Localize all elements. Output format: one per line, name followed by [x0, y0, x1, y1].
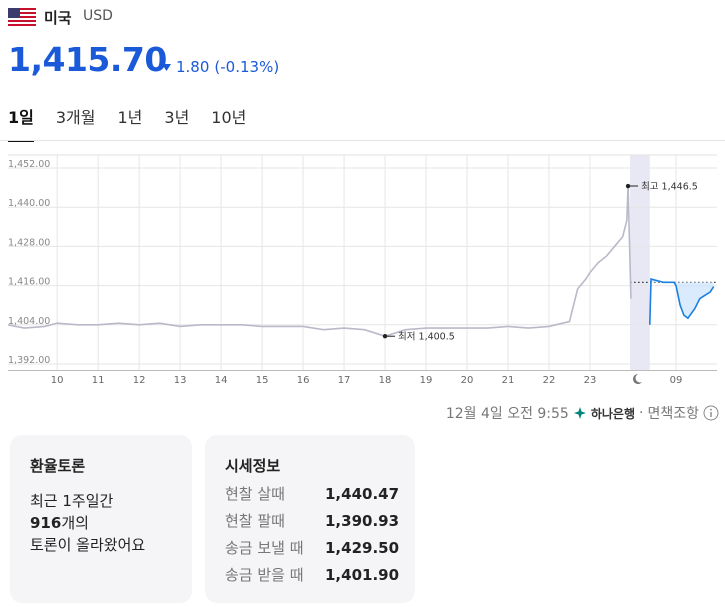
divider	[0, 140, 725, 141]
line	[648, 278, 715, 325]
x-tick-label: 15	[256, 375, 269, 386]
us-flag	[8, 8, 36, 26]
info-label: 송금 보낼 때	[225, 539, 304, 557]
annotation: 최고 1,446.5	[641, 182, 698, 193]
x-tick-label: 23	[584, 375, 597, 386]
country-name: 미국	[44, 9, 72, 27]
tab[interactable]: 10년	[211, 108, 247, 127]
change-value: 1.80	[176, 58, 210, 76]
x-tick-label: 10	[51, 375, 64, 386]
x-tick-label: 16	[297, 375, 310, 386]
price-change: 1.80 (-0.13%)	[162, 58, 279, 76]
bank-logo	[573, 407, 586, 419]
dot: ·	[639, 405, 644, 421]
x-tick-label: 19	[420, 375, 433, 386]
info-icon[interactable]	[703, 405, 719, 421]
annotation: 최저 1,400.5	[398, 332, 455, 343]
y-tick-label: 1,452.00	[8, 159, 50, 170]
info-value: 1,390.93	[325, 512, 400, 530]
discussion-count: 916	[30, 514, 62, 532]
x-tick-label: 13	[174, 375, 187, 386]
x-tick-label: 20	[461, 375, 474, 386]
currency-code: USD	[83, 8, 113, 24]
y-tick-label: 1,440.00	[8, 198, 50, 209]
y-tick-label: 1,392.00	[8, 355, 50, 366]
y-tick-label: 1,416.00	[8, 277, 50, 288]
discussion-text: 최근 1주일간	[30, 492, 114, 510]
period-tabs: 1일 3개월 1년 3년 10년	[8, 104, 246, 142]
x-tick-label: 21	[502, 375, 515, 386]
night-icon	[633, 374, 642, 384]
x-tick-label: 18	[379, 375, 392, 386]
card-title: 환율토론	[30, 457, 86, 475]
info-label: 현찰 팔때	[225, 512, 285, 530]
x-tick-label: 14	[215, 375, 228, 386]
info-row: 현찰 살때 1,440.47	[225, 484, 415, 505]
tab[interactable]: 3년	[164, 108, 190, 127]
source-info: 12월 4일 오전 9:55 하나은행 · 면책조항	[446, 403, 719, 423]
info-label: 현찰 살때	[225, 485, 285, 503]
x-tick-label: 09	[670, 375, 683, 386]
x-tick-label: 22	[543, 375, 556, 386]
price: 1,415.70	[8, 40, 167, 79]
discussion-count-line: 916개의	[30, 512, 192, 534]
x-tick-label: 17	[338, 375, 351, 386]
tab[interactable]: 1년	[117, 108, 143, 127]
market-info-card: 시세정보 현찰 살때 1,440.47 현찰 팔때 1,390.93 송금 보낼 때…	[205, 435, 415, 603]
info-value: 1,429.50	[325, 539, 400, 557]
info-row: 현찰 팔때 1,390.93	[225, 511, 415, 532]
discussion-suffix: 개의	[61, 514, 89, 532]
discussion-text: 토론이 올라왔어요	[30, 536, 146, 554]
disclaimer-link[interactable]: 면책조항	[647, 406, 699, 422]
bank-name: 하나은행	[590, 406, 636, 421]
y-tick-label: 1,404.00	[8, 316, 50, 327]
card-title: 시세정보	[225, 457, 281, 475]
change-percent: (-0.13%)	[214, 58, 280, 76]
info-value: 1,440.47	[325, 485, 400, 503]
info-row: 송금 보낼 때 1,429.50	[225, 538, 415, 559]
down-arrow	[162, 63, 171, 71]
y-tick-label: 1,428.00	[8, 237, 50, 248]
x-tick-label: 12	[133, 375, 146, 386]
tab[interactable]: 3개월	[55, 108, 96, 127]
timestamp: 12월 4일 오전 9:55	[445, 406, 569, 422]
info-row: 송금 받을 때 1,401.90	[225, 565, 415, 586]
night-band	[630, 155, 650, 371]
x-tick-label: 11	[92, 375, 105, 386]
info-value: 1,401.90	[325, 566, 400, 584]
area-fill	[651, 279, 714, 319]
info-label: 송금 받을 때	[225, 566, 304, 584]
line	[7, 185, 632, 338]
discussion-card[interactable]: 환율토론 최근 1주일간 916개의 토론이 올라왔어요	[10, 435, 192, 603]
chart: 1,392.00 1,404.00 1,416.00 1,428.00 1,440.00…	[7, 154, 717, 386]
tab[interactable]: 1일	[8, 104, 34, 142]
